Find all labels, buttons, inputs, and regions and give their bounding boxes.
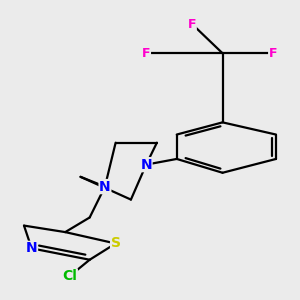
Text: F: F [142,47,150,60]
Text: F: F [188,17,196,31]
Text: N: N [99,180,111,194]
Text: S: S [111,236,121,250]
Text: N: N [140,158,152,172]
Text: F: F [269,47,277,60]
Text: N: N [26,242,38,255]
Text: Cl: Cl [62,269,77,283]
